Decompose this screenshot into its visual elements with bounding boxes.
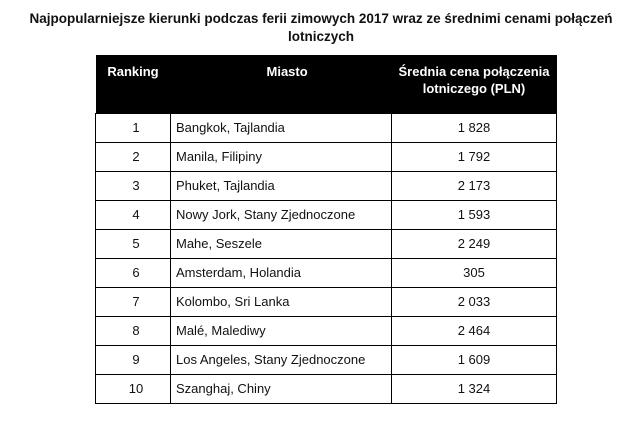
column-header-city: Miasto xyxy=(170,55,392,113)
price-cell: 2 464 xyxy=(391,315,557,346)
city-cell: Mahe, Seszele xyxy=(170,228,392,259)
price-cell: 1 828 xyxy=(391,112,557,143)
rank-cell: 10 xyxy=(95,373,171,404)
price-cell: 1 593 xyxy=(391,199,557,230)
price-cell: 1 609 xyxy=(391,344,557,375)
header-row: Ranking Miasto Średnia cena połączenia l… xyxy=(95,55,557,113)
table-row: 7 Kolombo, Sri Lanka 2 033 xyxy=(95,286,557,317)
table-row: 2 Manila, Filipiny 1 792 xyxy=(95,141,557,172)
city-cell: Phuket, Tajlandia xyxy=(170,170,392,201)
rank-cell: 3 xyxy=(95,170,171,201)
table-body: 1 Bangkok, Tajlandia 1 828 2 Manila, Fil… xyxy=(95,112,557,404)
table-row: 6 Amsterdam, Holandia 305 xyxy=(95,257,557,288)
table-row: 4 Nowy Jork, Stany Zjednoczone 1 593 xyxy=(95,199,557,230)
table-row: 8 Malé, Malediwy 2 464 xyxy=(95,315,557,346)
rank-cell: 5 xyxy=(95,228,171,259)
rank-cell: 2 xyxy=(95,141,171,172)
city-cell: Szanghaj, Chiny xyxy=(170,373,392,404)
price-cell: 1 792 xyxy=(391,141,557,172)
column-header-price: Średnia cena połączenia lotniczego (PLN) xyxy=(391,55,557,113)
city-cell: Kolombo, Sri Lanka xyxy=(170,286,392,317)
city-cell: Nowy Jork, Stany Zjednoczone xyxy=(170,199,392,230)
table-row: 9 Los Angeles, Stany Zjednoczone 1 609 xyxy=(95,344,557,375)
rank-cell: 8 xyxy=(95,315,171,346)
city-cell: Los Angeles, Stany Zjednoczone xyxy=(170,344,392,375)
page-title: Najpopularniejsze kierunki podczas ferii… xyxy=(29,11,613,44)
city-cell: Bangkok, Tajlandia xyxy=(170,112,392,143)
rank-cell: 4 xyxy=(95,199,171,230)
column-header-ranking: Ranking xyxy=(95,55,171,113)
table-row: 1 Bangkok, Tajlandia 1 828 xyxy=(95,112,557,143)
table-row: 10 Szanghaj, Chiny 1 324 xyxy=(95,373,557,404)
rank-cell: 1 xyxy=(95,112,171,143)
city-cell: Manila, Filipiny xyxy=(170,141,392,172)
rank-cell: 7 xyxy=(95,286,171,317)
ranking-table: Ranking Miasto Średnia cena połączenia l… xyxy=(95,55,557,404)
price-cell: 2 249 xyxy=(391,228,557,259)
rank-cell: 9 xyxy=(95,344,171,375)
rank-cell: 6 xyxy=(95,257,171,288)
city-cell: Amsterdam, Holandia xyxy=(170,257,392,288)
price-cell: 305 xyxy=(391,257,557,288)
price-cell: 2 173 xyxy=(391,170,557,201)
table-header: Ranking Miasto Średnia cena połączenia l… xyxy=(95,55,557,113)
city-cell: Malé, Malediwy xyxy=(170,315,392,346)
price-cell: 1 324 xyxy=(391,373,557,404)
table-row: 5 Mahe, Seszele 2 249 xyxy=(95,228,557,259)
price-cell: 2 033 xyxy=(391,286,557,317)
table-row: 3 Phuket, Tajlandia 2 173 xyxy=(95,170,557,201)
